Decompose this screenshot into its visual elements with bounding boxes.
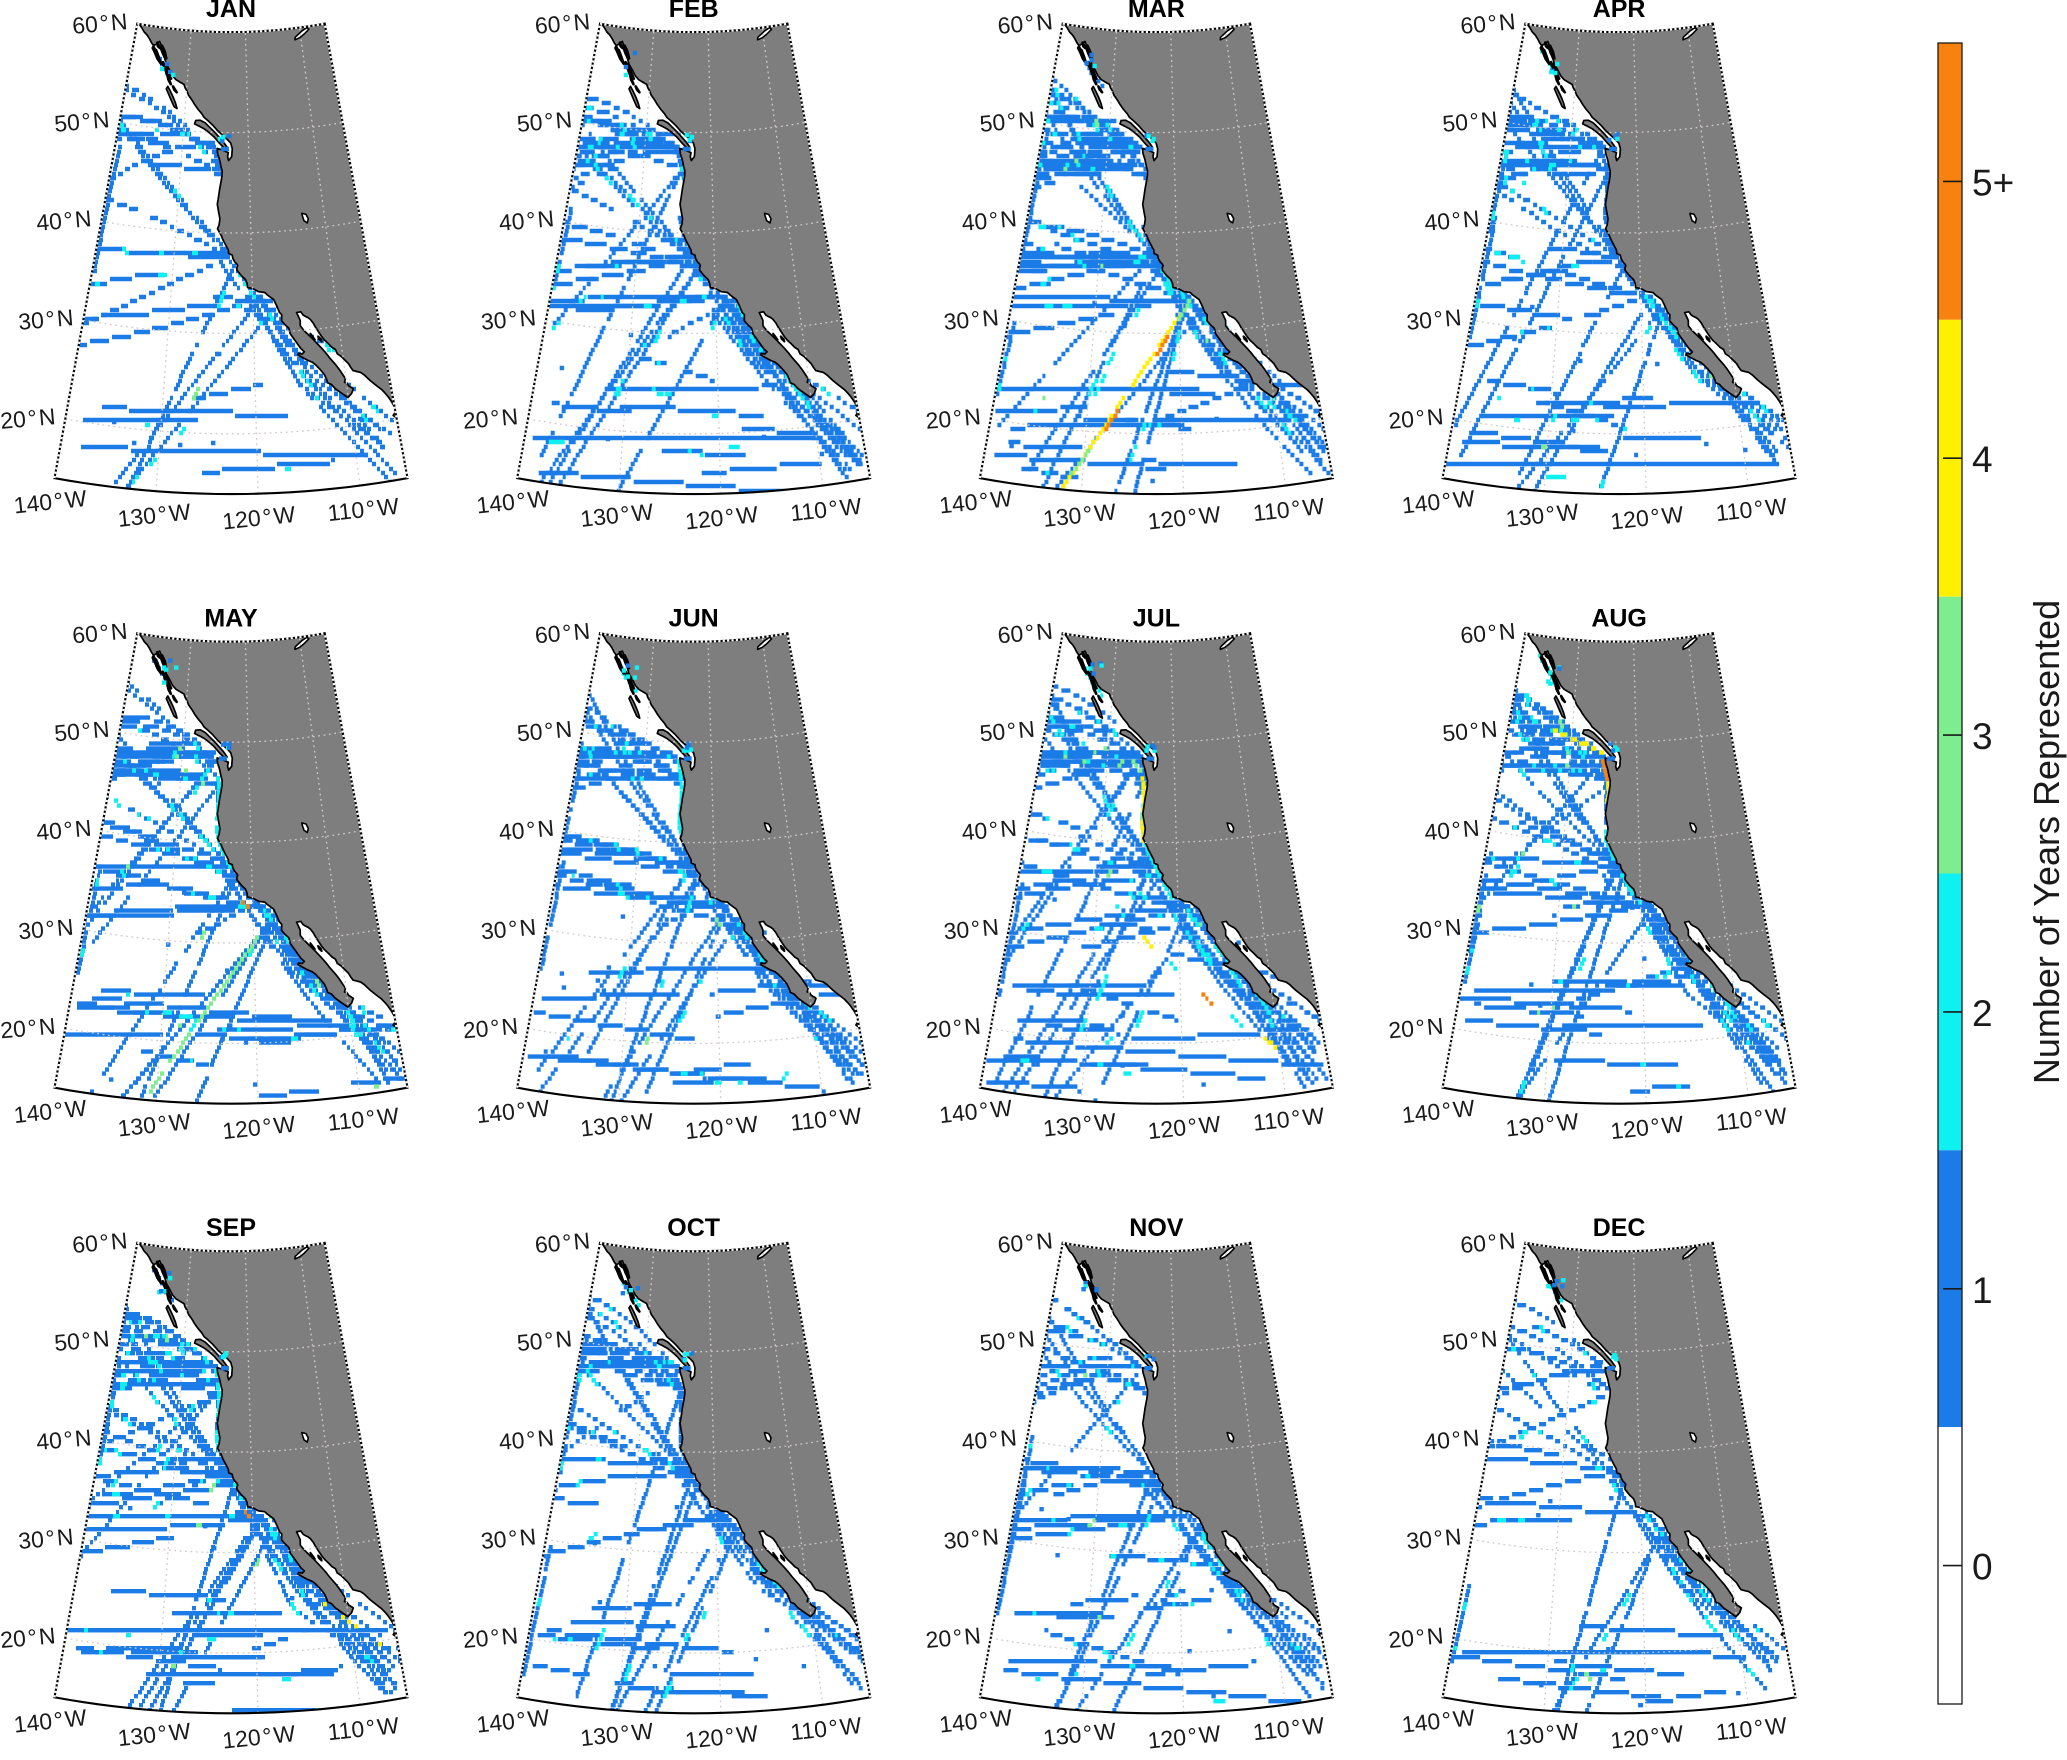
svg-text:MAY: MAY <box>204 605 258 633</box>
svg-text:JUN: JUN <box>669 605 719 633</box>
svg-text:OCT: OCT <box>667 1214 720 1242</box>
svg-text:SEP: SEP <box>206 1214 256 1242</box>
svg-text:0: 0 <box>1972 1547 1993 1588</box>
svg-text:DEC: DEC <box>1593 1214 1646 1242</box>
svg-text:JUL: JUL <box>1133 605 1180 633</box>
svg-text:MAR: MAR <box>1128 0 1185 23</box>
svg-text:3: 3 <box>1972 716 1993 757</box>
svg-text:5+: 5+ <box>1972 162 2014 203</box>
svg-text:1: 1 <box>1972 1270 1993 1311</box>
svg-text:AUG: AUG <box>1591 605 1647 633</box>
svg-text:FEB: FEB <box>669 0 719 23</box>
svg-text:NOV: NOV <box>1129 1214 1184 1242</box>
svg-text:Number of Years Represented: Number of Years Represented <box>2026 600 2067 1084</box>
svg-text:APR: APR <box>1593 0 1646 23</box>
svg-text:2: 2 <box>1972 993 1993 1034</box>
svg-text:JAN: JAN <box>206 0 256 23</box>
svg-text:4: 4 <box>1972 439 1993 480</box>
